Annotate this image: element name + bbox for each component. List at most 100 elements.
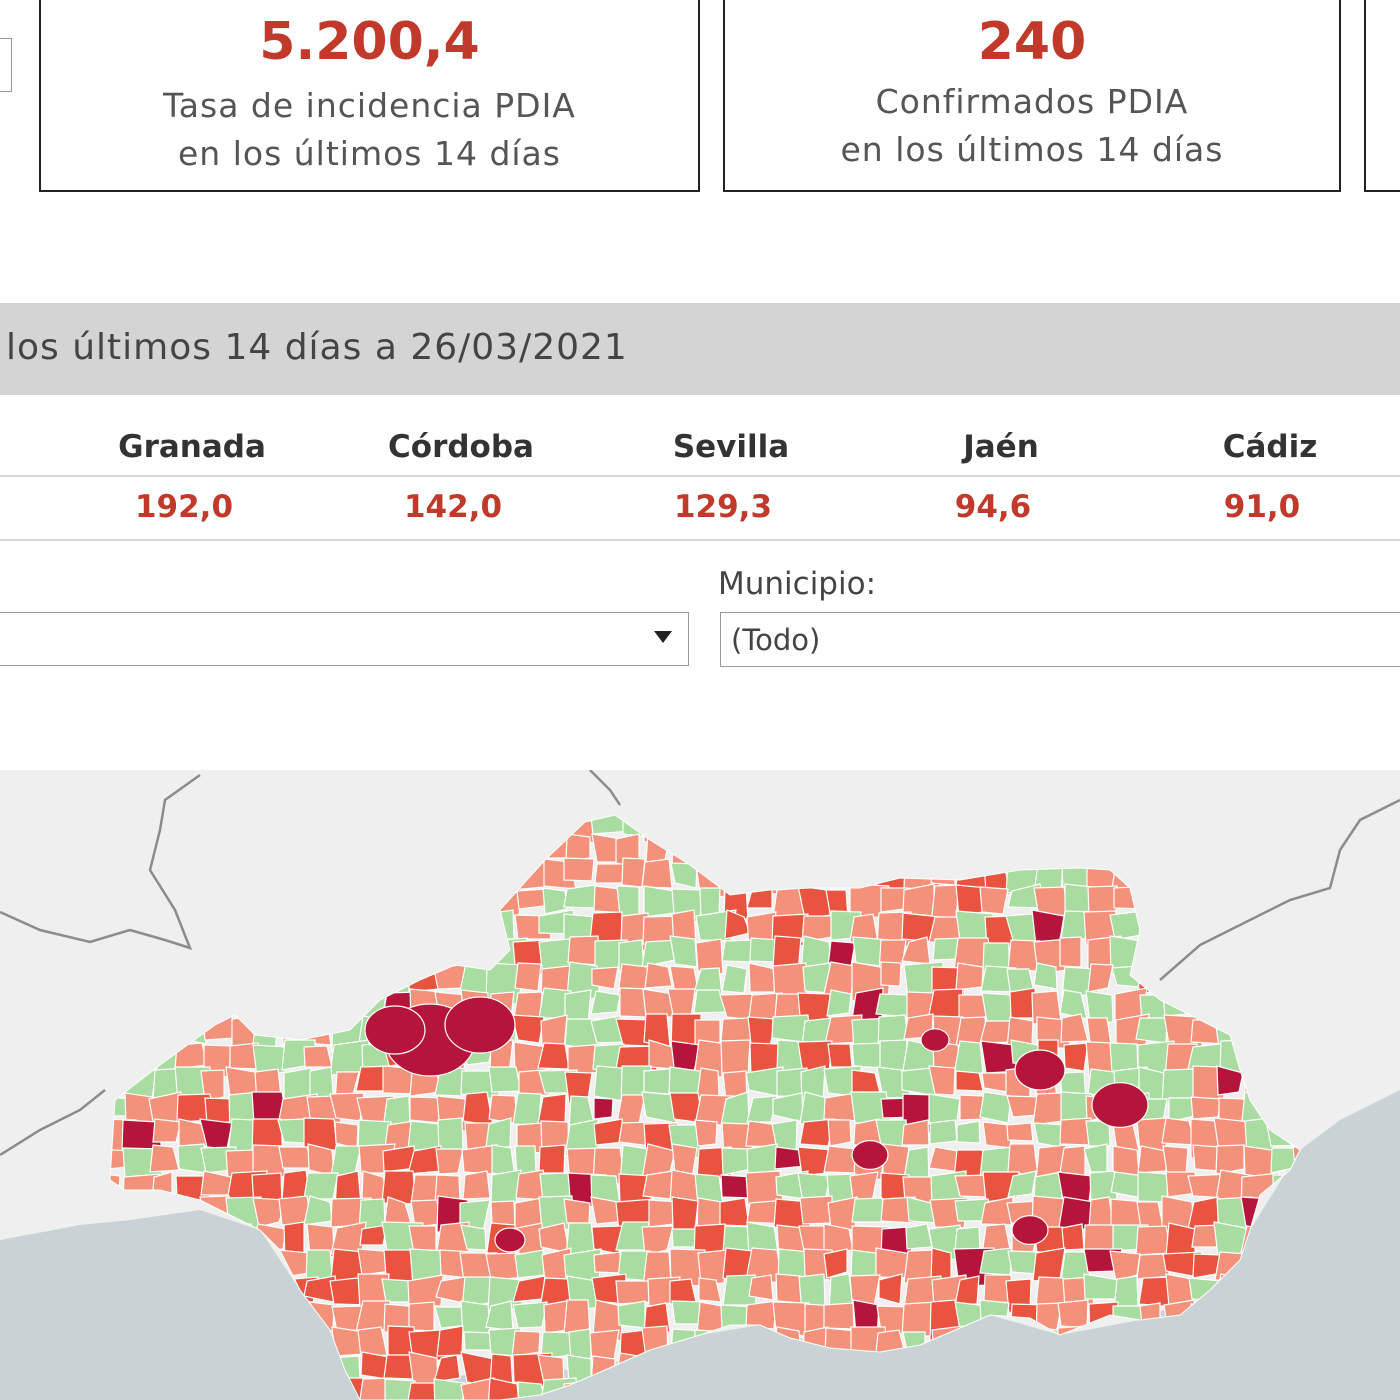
municipality-cell[interactable] (590, 990, 621, 1015)
municipality-cell[interactable] (149, 1144, 180, 1173)
municipality-cell[interactable] (979, 1091, 1012, 1124)
municipality-cell[interactable] (827, 1119, 852, 1147)
municipality-cell[interactable] (512, 1301, 548, 1329)
municipality-cell[interactable] (1006, 1122, 1034, 1142)
municipality-cell[interactable] (1135, 1225, 1172, 1256)
municipality-cell[interactable] (433, 1354, 461, 1383)
municipality-cell[interactable] (514, 1249, 545, 1279)
municipality-cell[interactable] (901, 1119, 930, 1146)
municipality-cell[interactable] (358, 1377, 393, 1400)
municipality-cell[interactable] (905, 1223, 933, 1250)
municipality-cell[interactable] (621, 857, 646, 888)
municipality-cell[interactable] (511, 1014, 545, 1044)
municipality-cell[interactable] (303, 1172, 339, 1200)
municipality-cell[interactable] (880, 961, 902, 987)
municipality-cell-hotspot[interactable] (364, 1005, 426, 1055)
municipality-cell-hotspot[interactable] (494, 1227, 526, 1253)
municipality-cell[interactable] (721, 964, 748, 994)
caret-down-icon[interactable] (654, 631, 672, 643)
municipality-cell[interactable] (615, 1280, 652, 1305)
municipality-cell[interactable] (437, 1117, 464, 1153)
municipality-cell[interactable] (928, 1065, 956, 1096)
municipality-cell[interactable] (1033, 962, 1058, 990)
municipality-cell[interactable] (511, 1330, 541, 1358)
municipality-cell[interactable] (745, 1300, 777, 1330)
municipality-cell[interactable] (695, 938, 724, 975)
municipality-cell[interactable] (698, 1277, 722, 1303)
province-select[interactable] (0, 612, 689, 666)
municipality-cell[interactable] (669, 935, 698, 968)
municipality-cell[interactable] (823, 1302, 855, 1330)
municipality-cell[interactable] (799, 1091, 828, 1125)
municipality-cell[interactable] (591, 966, 619, 990)
municipality-cell[interactable] (303, 1045, 333, 1068)
municipality-cell[interactable] (542, 887, 568, 915)
municipality-cell[interactable] (485, 1117, 512, 1148)
municipality-cell[interactable] (436, 1325, 464, 1357)
municipality-cell[interactable] (1165, 1222, 1196, 1257)
municipality-cell-hotspot[interactable] (920, 1028, 950, 1052)
municipality-cell-hotspot[interactable] (1014, 1049, 1066, 1091)
municipality-cell[interactable] (593, 1097, 614, 1120)
municipality-cell[interactable] (1192, 1144, 1220, 1172)
municipality-cell[interactable] (563, 1198, 591, 1224)
municipality-cell[interactable] (799, 1118, 835, 1147)
municipality-cell[interactable] (979, 1247, 1013, 1276)
municipality-cell[interactable] (433, 1378, 465, 1400)
municipality-cell[interactable] (1063, 1042, 1089, 1072)
municipality-cell[interactable] (643, 885, 676, 918)
municipality-cell[interactable] (563, 857, 595, 882)
municipality-cell[interactable] (514, 962, 542, 992)
municipality-cell[interactable] (1136, 1201, 1164, 1229)
municipality-cell[interactable] (671, 1196, 699, 1232)
municipality-cell[interactable] (748, 1274, 774, 1301)
municipality-cell[interactable] (775, 1273, 803, 1304)
municipality-cell-hotspot[interactable] (851, 1140, 889, 1171)
municipality-cell[interactable] (746, 1143, 782, 1176)
municipality-cell[interactable] (1137, 1145, 1167, 1174)
municipio-select[interactable]: (Todo) (720, 612, 1400, 667)
municipality-cell[interactable] (460, 1224, 487, 1251)
municipality-cell[interactable] (880, 1196, 916, 1224)
municipality-cell[interactable] (1057, 1299, 1089, 1329)
municipality-cell[interactable] (1190, 1096, 1222, 1120)
municipality-cell[interactable] (928, 1093, 961, 1125)
municipality-cell[interactable] (721, 939, 756, 963)
municipality-cell[interactable] (826, 989, 852, 1017)
municipality-cell[interactable] (487, 1377, 521, 1400)
municipality-cell-hotspot[interactable] (444, 996, 516, 1054)
municipality-cell[interactable] (696, 1067, 720, 1099)
municipality-cell[interactable] (462, 1170, 491, 1200)
choropleth-map[interactable] (0, 770, 1400, 1400)
municipality-cell[interactable] (878, 1273, 903, 1305)
municipality-cell[interactable] (959, 1094, 986, 1121)
municipality-cell[interactable] (642, 1170, 674, 1200)
municipality-cell[interactable] (593, 1065, 624, 1102)
municipality-cell[interactable] (568, 1328, 592, 1363)
municipality-cell[interactable] (956, 1120, 981, 1144)
municipality-cell[interactable] (644, 962, 673, 989)
municipality-cell[interactable] (697, 1249, 728, 1286)
municipality-cell[interactable] (1032, 1092, 1064, 1126)
municipality-cell[interactable] (954, 1226, 981, 1251)
municipality-cell[interactable] (590, 1196, 619, 1225)
municipality-cell[interactable] (252, 1197, 287, 1228)
municipality-cell[interactable] (1087, 963, 1114, 993)
municipality-cell[interactable] (462, 1091, 494, 1127)
municipality-cell-hotspot[interactable] (1091, 1082, 1149, 1129)
municipality-cell[interactable] (537, 1093, 567, 1125)
municipality-cell[interactable] (488, 1066, 522, 1093)
municipality-cell[interactable] (359, 1224, 388, 1246)
municipality-cell[interactable] (954, 1275, 980, 1306)
municipality-cell[interactable] (798, 1225, 828, 1253)
municipality-cell[interactable] (694, 1119, 718, 1147)
municipality-cell[interactable] (1061, 1223, 1085, 1251)
municipality-cell[interactable] (407, 1274, 444, 1307)
municipality-cell[interactable] (641, 1225, 674, 1256)
municipality-cell[interactable] (669, 1278, 697, 1305)
municipality-cell[interactable] (1060, 1013, 1089, 1043)
municipality-cell[interactable] (641, 858, 673, 889)
municipality-cell[interactable] (512, 1092, 542, 1126)
municipality-cell[interactable] (537, 1042, 570, 1070)
municipality-cell[interactable] (955, 1070, 984, 1092)
